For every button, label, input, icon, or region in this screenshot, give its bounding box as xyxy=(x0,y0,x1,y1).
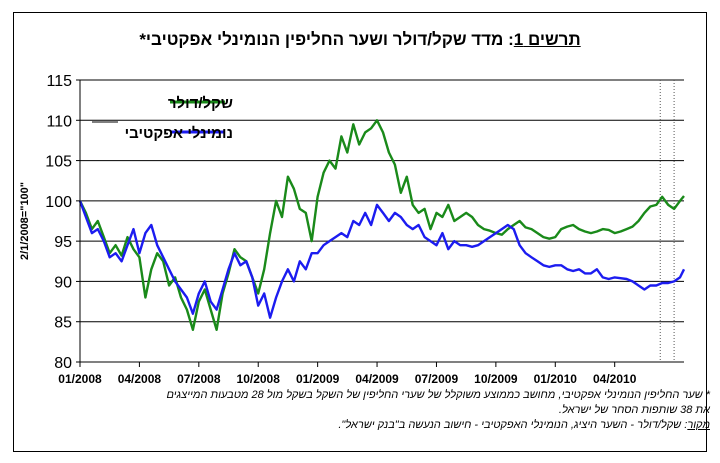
footnote-line-2: את 38 שותפות הסחר של ישראל. xyxy=(558,404,710,416)
xtick-label: 10/2008 xyxy=(237,372,281,386)
legend: שקל/דולר נומינלי אפקטיבי xyxy=(92,95,233,142)
xtick-label: 04/2009 xyxy=(355,372,399,386)
source-text: : שקל/דולר - השער היציג, הנומינלי האפקטי… xyxy=(338,419,688,431)
grid-layer xyxy=(80,79,684,362)
legend-label-1: נומינלי אפקטיבי xyxy=(125,125,233,142)
chart-notes: * שער החליפין הנומינלי אפקטיבי, מחושב כמ… xyxy=(40,388,710,433)
series-line-0 xyxy=(78,119,685,331)
ytick-label: 90 xyxy=(54,274,72,291)
source-label: מקור xyxy=(687,419,710,431)
series-layer xyxy=(78,119,686,331)
y-axis-label: 2/1/2008="100" xyxy=(19,182,31,260)
xtick-label: 07/2009 xyxy=(415,372,459,386)
xtick-label: 10/2009 xyxy=(474,372,518,386)
ytick-label: 110 xyxy=(46,113,72,130)
ytick-label: 95 xyxy=(54,234,72,251)
legend-label-0: שקל/דולר xyxy=(168,95,233,112)
ytick-label: 100 xyxy=(45,194,72,211)
axis-layer: 80 85 90 95 100 105 110 115 01/2008 04/2008 07/200… xyxy=(19,73,684,386)
series-line-1 xyxy=(78,200,686,319)
ytick-label: 80 xyxy=(54,355,72,372)
chart-title: תרשים 1: מדד שקל/דולר ושער החליפין הנומי… xyxy=(0,30,720,50)
xtick-label: 04/2008 xyxy=(118,372,162,386)
chart-title-prefix: תרשים 1 xyxy=(513,30,581,49)
ytick-label: 105 xyxy=(45,154,72,171)
ytick-label: 115 xyxy=(46,73,72,90)
xtick-label: 01/2009 xyxy=(296,372,340,386)
source-line: מקור: שקל/דולר - השער היציג, הנומינלי הא… xyxy=(40,418,710,433)
xtick-label: 01/2010 xyxy=(534,372,578,386)
xtick-label: 07/2008 xyxy=(177,372,221,386)
footnote-line-1: * שער החליפין הנומינלי אפקטיבי, מחושב כמ… xyxy=(166,389,710,401)
xtick-label: 04/2010 xyxy=(593,372,637,386)
chart-title-text: : מדד שקל/דולר ושער החליפין הנומינלי אפק… xyxy=(139,30,514,49)
ytick-label: 85 xyxy=(54,315,72,332)
xtick-label: 01/2008 xyxy=(58,372,102,386)
